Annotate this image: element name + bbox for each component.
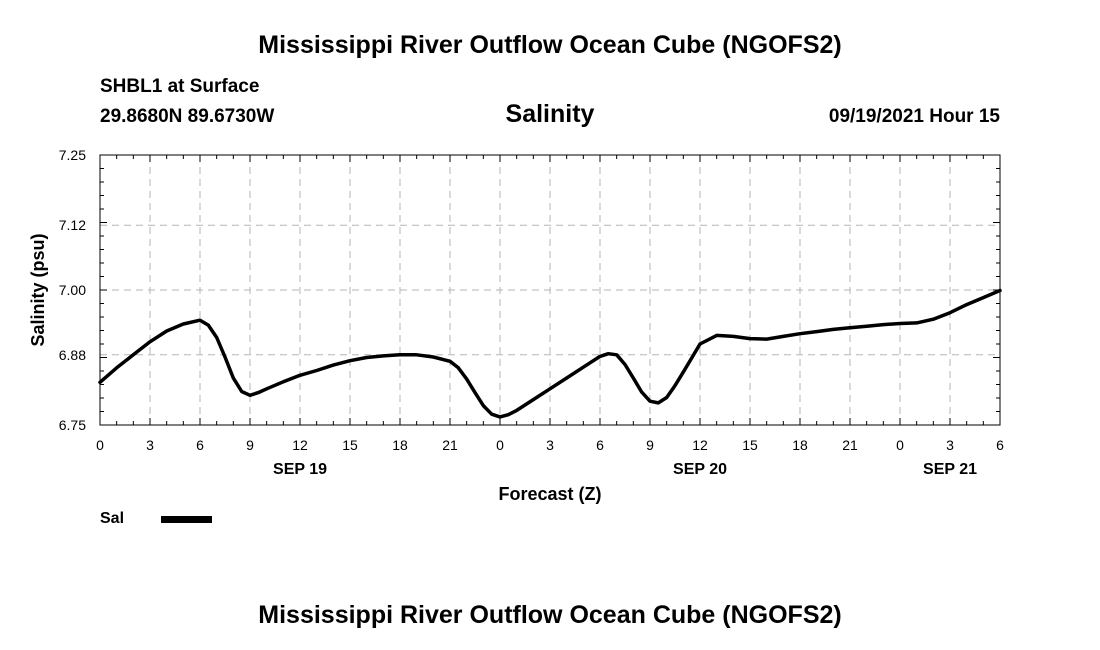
x-tick-label: 3: [146, 437, 154, 453]
y-axis-label: Salinity (psu): [28, 233, 48, 346]
x-tick-label: 0: [96, 437, 104, 453]
chart-title-top: Mississippi River Outflow Ocean Cube (NG…: [258, 31, 842, 59]
x-tick-label: 6: [196, 437, 204, 453]
x-tick-label: 0: [496, 437, 504, 453]
x-tick-label: 21: [442, 437, 458, 453]
y-tick-label: 6.88: [59, 347, 86, 363]
chart-title-bottom: Mississippi River Outflow Ocean Cube (NG…: [258, 601, 842, 629]
date-label: SEP 19: [273, 461, 327, 478]
x-tick-label: 21: [842, 437, 858, 453]
x-tick-label: 12: [292, 437, 308, 453]
forecast-datetime: 09/19/2021 Hour 15: [828, 106, 1000, 127]
x-tick-label: 18: [392, 437, 408, 453]
x-tick-label: 9: [646, 437, 654, 453]
date-label: SEP 21: [923, 461, 977, 478]
y-tick-label: 7.00: [59, 282, 86, 298]
y-tick-label: 7.25: [59, 147, 86, 163]
x-tick-label: 6: [596, 437, 604, 453]
x-tick-label: 0: [896, 437, 904, 453]
series-line-sal: [98, 288, 1002, 419]
x-tick-label: 15: [342, 437, 358, 453]
x-tick-label: 3: [946, 437, 954, 453]
axis-ticks: 0 3 6 9 12 15 18 21 0 3 6 9 12 15 18 21 0 3 6 6.75 6.88 7.00 7…: [59, 147, 1004, 478]
station-coordinates: 29.8680N 89.6730W: [100, 106, 275, 127]
legend-label: Sal: [100, 510, 125, 527]
x-tick-label: 9: [246, 437, 254, 453]
date-label: SEP 20: [673, 461, 727, 478]
x-tick-label: 18: [792, 437, 808, 453]
x-tick-label: 12: [692, 437, 708, 453]
x-tick-label: 6: [996, 437, 1004, 453]
grid-lines: [100, 155, 1000, 425]
x-tick-label: 15: [742, 437, 758, 453]
y-tick-label: 6.75: [59, 417, 86, 433]
x-tick-label: 3: [546, 437, 554, 453]
variable-title: Salinity: [505, 100, 595, 128]
x-axis-label: Forecast (Z): [498, 484, 601, 504]
station-label: SHBL1 at Surface: [100, 76, 260, 97]
legend-swatch: [161, 516, 212, 523]
y-tick-label: 7.12: [59, 217, 86, 233]
